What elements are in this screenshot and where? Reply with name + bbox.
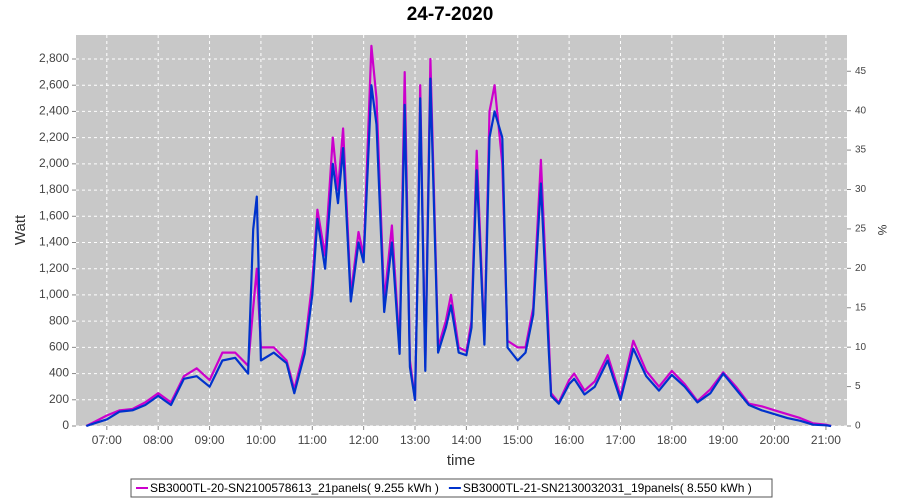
y-axis-label: Watt — [12, 214, 29, 245]
x-tick-label: 07:00 — [92, 433, 122, 447]
y-tick-label: 1,400 — [39, 235, 69, 249]
x-tick-label: 14:00 — [451, 433, 481, 447]
x-tick-label: 20:00 — [760, 433, 790, 447]
y-tick-label: 1,000 — [39, 287, 69, 301]
y-tick-label: 0 — [62, 418, 69, 432]
chart-title: 24-7-2020 — [407, 4, 494, 25]
x-tick-label: 11:00 — [298, 433, 327, 447]
y2-tick-label: 30 — [855, 184, 867, 195]
y2-tick-label: 15 — [855, 302, 867, 313]
y-tick-label: 1,200 — [39, 261, 69, 275]
y-tick-label: 400 — [49, 366, 69, 380]
y-tick-label: 200 — [49, 392, 69, 406]
y-tick-label: 2,800 — [39, 51, 69, 65]
y-tick-label: 2,000 — [39, 156, 69, 170]
x-tick-label: 18:00 — [657, 433, 687, 447]
y-tick-label: 2,200 — [39, 130, 69, 144]
x-tick-label: 13:00 — [400, 433, 430, 447]
x-tick-label: 17:00 — [605, 433, 635, 447]
y2-tick-label: 5 — [855, 381, 861, 392]
y2-tick-label: 40 — [855, 105, 867, 116]
legend-label: SB3000TL-20-SN2100578613_21panels( 9.255… — [150, 481, 439, 495]
y2-tick-label: 45 — [855, 66, 867, 77]
y-tick-label: 600 — [49, 340, 69, 354]
x-tick-label: 15:00 — [503, 433, 533, 447]
legend-label: SB3000TL-21-SN2130032031_19panels( 8.550… — [463, 481, 752, 495]
y2-tick-label: 0 — [855, 421, 861, 432]
y2-tick-label: 10 — [855, 342, 867, 353]
x-tick-label: 10:00 — [246, 433, 276, 447]
y-tick-label: 2,600 — [39, 77, 69, 91]
x-tick-label: 21:00 — [811, 433, 841, 447]
y2-tick-label: 25 — [855, 224, 867, 235]
y-tick-label: 1,800 — [39, 182, 69, 196]
y-tick-label: 800 — [49, 313, 69, 327]
x-tick-label: 16:00 — [554, 433, 584, 447]
y-tick-label: 1,600 — [39, 208, 69, 222]
x-tick-label: 09:00 — [195, 433, 225, 447]
x-axis-label: time — [447, 452, 475, 469]
x-tick-label: 19:00 — [708, 433, 738, 447]
y2-axis-label: % — [875, 225, 889, 236]
x-tick-label: 12:00 — [349, 433, 379, 447]
plot-area — [76, 35, 847, 426]
y-tick-label: 2,400 — [39, 104, 69, 118]
y2-tick-label: 20 — [855, 263, 867, 274]
series-line — [85, 77, 832, 428]
x-tick-label: 08:00 — [143, 433, 173, 447]
y2-tick-label: 35 — [855, 145, 867, 156]
